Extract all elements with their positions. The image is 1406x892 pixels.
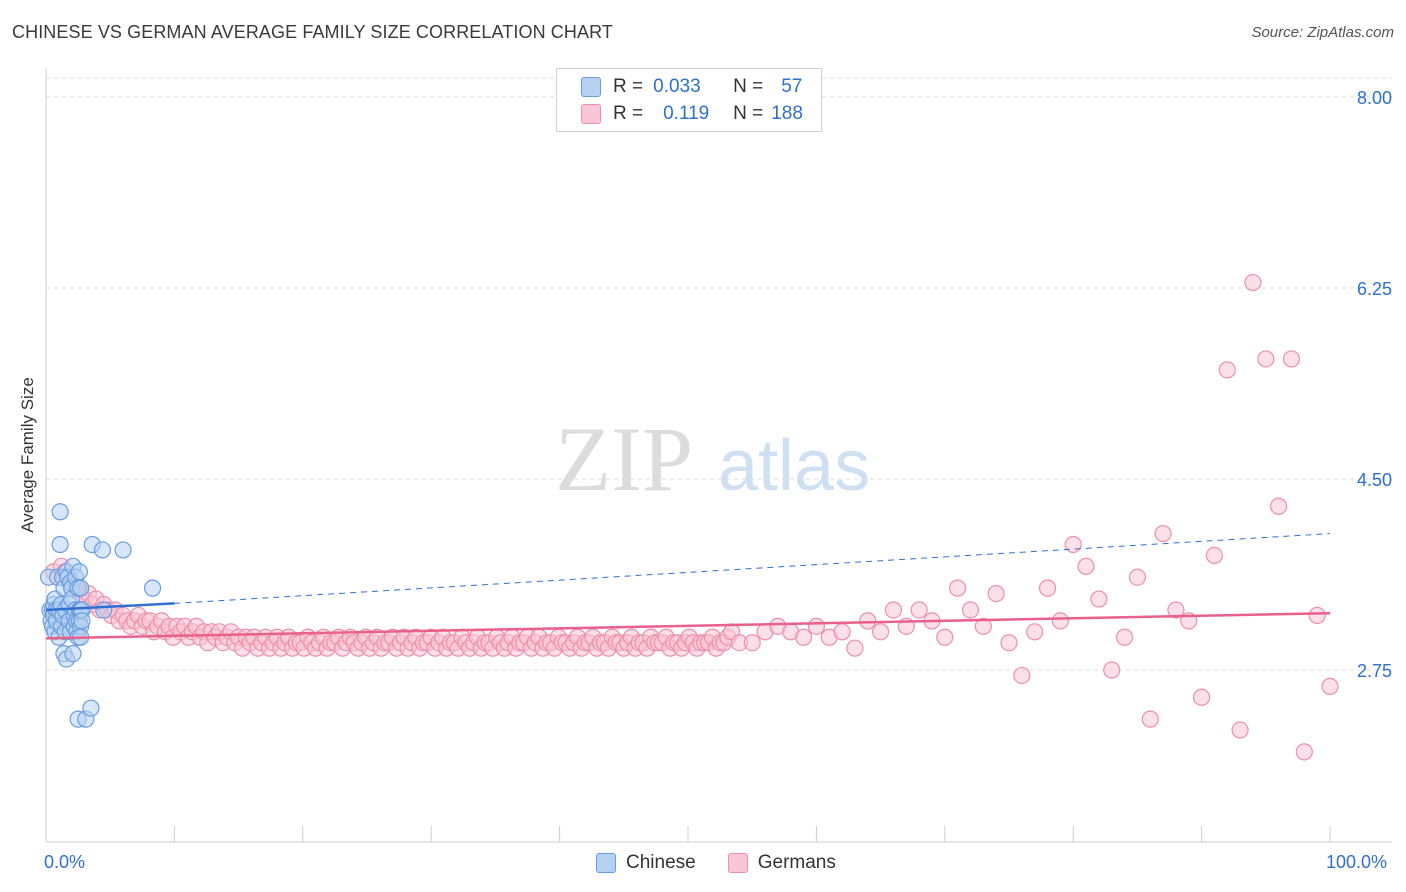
germans-point	[743, 634, 761, 652]
chinese-point	[51, 503, 69, 521]
n-label: N =	[733, 76, 764, 97]
chinese-trend-line	[45, 602, 175, 612]
chinese-point	[143, 579, 162, 597]
germans-point	[1205, 546, 1224, 565]
chinese-point	[51, 535, 69, 554]
germans-point	[1051, 612, 1069, 630]
germans-point	[949, 579, 967, 597]
chinese-point	[72, 579, 90, 597]
chinese-point	[73, 612, 91, 630]
y-tick-label: 4.50	[1357, 470, 1392, 490]
y-tick-label: 6.25	[1357, 279, 1392, 299]
germans-point	[1308, 606, 1326, 625]
germans-point	[871, 623, 890, 641]
y-tick-label: 8.00	[1357, 88, 1392, 108]
chinese-point	[70, 563, 88, 581]
germans-point	[1167, 601, 1185, 619]
r-value-germans: 0.119	[663, 103, 710, 124]
grid-lines	[46, 77, 1392, 671]
germans-point	[936, 628, 954, 646]
germans-trend-line	[45, 611, 1331, 640]
watermark-zip: ZIP	[555, 408, 693, 510]
germans-point	[1321, 677, 1339, 695]
series-legend: Chinese Germans	[596, 852, 836, 874]
chinese-legend-label: Chinese	[626, 852, 696, 873]
germans-point	[1038, 579, 1057, 597]
y-tick-labels: 2.75 4.50 6.25 8.00	[1357, 88, 1392, 681]
axes	[45, 68, 1392, 843]
chinese-point	[95, 601, 113, 619]
germans-point	[1077, 557, 1095, 575]
germans-point	[1141, 710, 1159, 728]
germans-point	[1103, 661, 1121, 679]
legend-row-germans: R = 0.119 N = 188	[581, 101, 803, 127]
chinese-legend-swatch	[596, 853, 616, 873]
germans-point	[1090, 590, 1108, 608]
germans-legend-label: Germans	[757, 852, 836, 873]
germans-point	[794, 628, 813, 646]
r-label: R =	[613, 76, 644, 97]
germans-point	[1115, 628, 1134, 646]
chinese-swatch	[581, 77, 601, 97]
germans-point	[1000, 634, 1018, 652]
source-label: Source: ZipAtlas.com	[1251, 24, 1394, 41]
germans-point	[846, 639, 864, 657]
germans-point	[807, 617, 826, 635]
germans-point	[1218, 361, 1236, 379]
germans-point	[884, 601, 903, 619]
germans-swatch	[581, 104, 601, 124]
germans-point	[961, 601, 980, 619]
germans-point	[974, 617, 992, 635]
germans-point	[1231, 721, 1249, 739]
germans-point	[1064, 535, 1082, 554]
germans-point	[1257, 350, 1275, 368]
r-value-chinese: 0.033	[653, 76, 701, 97]
chart-title: CHINESE VS GERMAN AVERAGE FAMILY SIZE CO…	[12, 22, 613, 42]
n-value-germans: 188	[771, 103, 803, 124]
germans-point	[987, 584, 1005, 603]
chinese-point	[114, 541, 132, 559]
germans-point	[833, 623, 851, 641]
chinese-trend-extension	[174, 533, 1331, 604]
chinese-point	[64, 645, 82, 663]
x-tick-left: 0.0%	[44, 852, 86, 872]
germans-legend-swatch	[727, 853, 748, 873]
chinese-point	[93, 541, 112, 559]
germans-point	[1270, 497, 1288, 515]
germans-point	[1026, 623, 1044, 641]
y-tick-label: 2.75	[1357, 661, 1392, 681]
n-value-chinese: 57	[781, 76, 803, 97]
watermark: ZIP atlas	[555, 408, 870, 510]
n-label: N =	[733, 103, 764, 124]
correlation-legend: R = 0.033 N = 57 R = 0.119 N = 188	[556, 68, 822, 132]
watermark-atlas: atlas	[718, 426, 870, 506]
chinese-points	[39, 503, 162, 728]
trend-lines	[45, 533, 1331, 640]
germans-point	[1244, 273, 1262, 292]
x-tick-right: 100.0%	[1326, 852, 1388, 872]
germans-point	[1013, 666, 1031, 685]
chinese-point	[82, 699, 100, 717]
germans-point	[910, 601, 928, 619]
r-label: R =	[613, 103, 644, 124]
legend-row-chinese: R = 0.033 N = 57	[581, 74, 802, 100]
germans-points	[45, 273, 1339, 761]
germans-point	[1282, 350, 1301, 368]
germans-point	[1295, 743, 1313, 761]
germans-point	[1128, 568, 1147, 586]
germans-point	[1154, 524, 1172, 543]
germans-point	[1192, 688, 1211, 706]
germans-point	[859, 612, 877, 630]
